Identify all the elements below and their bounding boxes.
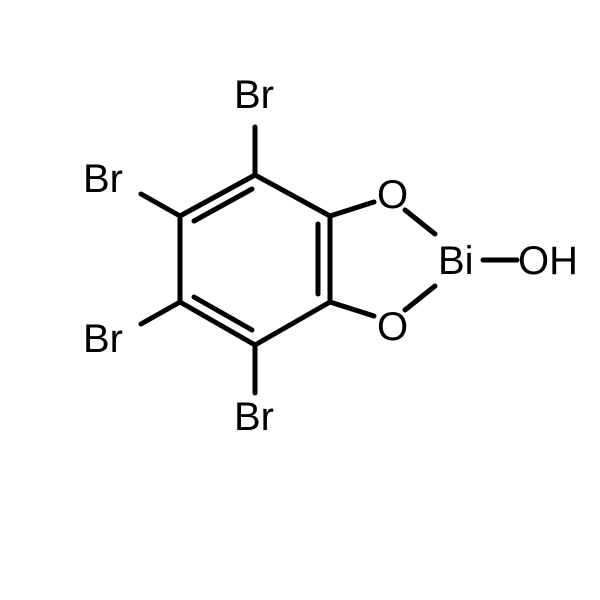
bromine-1-label: Br (234, 73, 274, 117)
bromine-3-label: Br (83, 317, 123, 361)
benzene-ring (180, 175, 330, 345)
bromine-2-label: Br (83, 157, 123, 201)
molecule-diagram: Br Br Br Br O O Bi OH (0, 0, 600, 600)
dioxole-bismuth-ring (330, 202, 435, 316)
oxygen-1-label: O (377, 173, 408, 217)
bromine-4-label: Br (234, 395, 274, 439)
oxygen-2-label: O (377, 305, 408, 349)
hydroxyl-label: OH (518, 239, 578, 283)
bismuth-label: Bi (438, 239, 474, 283)
bromine-bonds (141, 127, 255, 393)
